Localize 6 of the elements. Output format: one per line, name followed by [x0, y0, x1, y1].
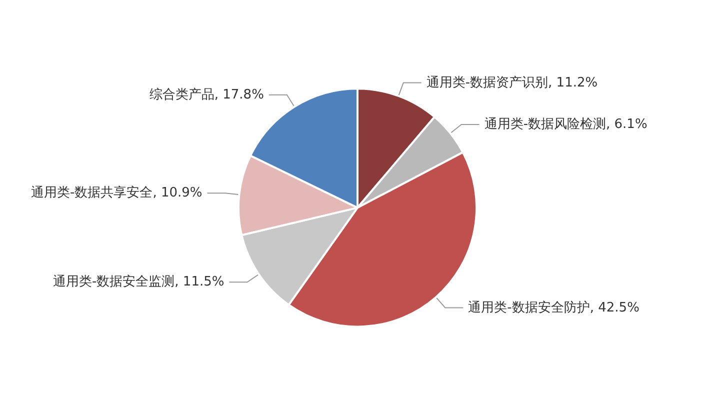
slice-label: 综合类产品, 17.8%: [149, 87, 264, 102]
slice-label: 通用类-数据风险检测, 6.1%: [484, 117, 648, 132]
slice-label: 通用类-数据安全防护, 42.5%: [468, 299, 640, 316]
slice-label: 通用类-数据安全监测, 11.5%: [52, 274, 224, 290]
slice-label: 通用类-数据资产识别, 11.2%: [426, 75, 598, 90]
slice-label: 通用类-数据共享安全, 10.9%: [31, 184, 202, 201]
